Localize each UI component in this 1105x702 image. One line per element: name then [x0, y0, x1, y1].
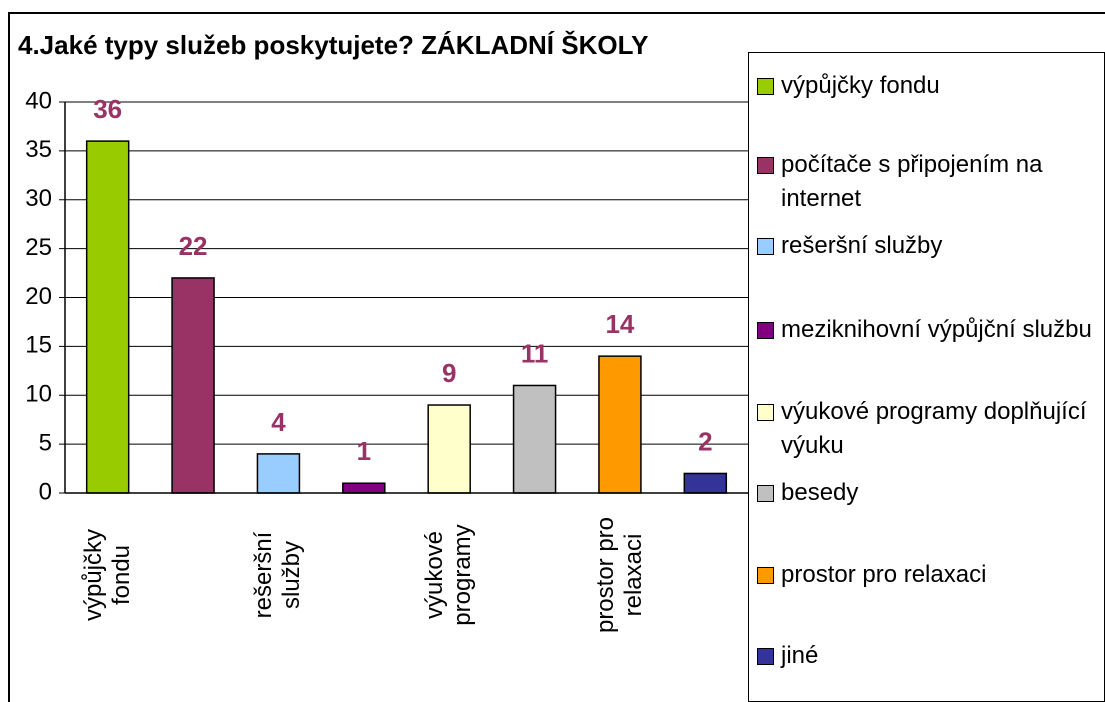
legend-item: výpůjčky fondu: [757, 69, 1097, 103]
y-tick-label: 35: [25, 136, 52, 163]
bar: [171, 277, 215, 494]
legend-label: prostor pro relaxaci: [781, 561, 987, 588]
legend-swatch: [757, 322, 774, 339]
legend-swatch: [757, 648, 774, 665]
y-tick-label: 5: [39, 429, 52, 456]
y-tick-label: 0: [39, 478, 52, 505]
legend-label: rešeršní služby: [781, 232, 943, 259]
legend-label: jiné: [781, 642, 819, 669]
value-label: 9: [442, 358, 456, 388]
x-tick-label: výpůjčky fondu: [79, 528, 135, 622]
x-tick-label: prostor pro relaxaci: [591, 516, 647, 634]
value-label: 14: [605, 309, 634, 339]
legend-swatch: [757, 567, 774, 584]
legend: výpůjčky fondu počítače s připojením na i…: [748, 52, 1105, 702]
chart-title: 4.Jaké typy služeb poskytujete? ZÁKLADNÍ…: [18, 30, 648, 60]
legend-swatch: [757, 78, 774, 95]
legend-swatch: [757, 238, 774, 255]
value-label: 1: [357, 436, 371, 466]
bar: [342, 482, 386, 494]
legend-swatch: [757, 485, 774, 502]
legend-item: počítače s připojením na internet: [757, 148, 1097, 216]
bar: [683, 472, 728, 494]
legend-item: prostor pro relaxaci: [757, 558, 1097, 592]
y-tick-label: 10: [25, 381, 52, 408]
y-tick-label: 30: [25, 185, 52, 212]
legend-label: výukové programy doplňující výuku: [781, 398, 1087, 459]
y-tick-label: 40: [25, 87, 52, 114]
legend-item: rešeršní služby: [757, 229, 1097, 263]
bar: [512, 384, 557, 494]
x-tick-label: rešeršní služby: [250, 531, 306, 619]
legend-label: počítače s připojením na internet: [781, 151, 1043, 212]
bar: [256, 453, 301, 494]
legend-item: besedy: [757, 476, 1097, 510]
value-label: 36: [93, 94, 122, 124]
legend-item: meziknihovní výpůjční službu: [757, 313, 1097, 347]
legend-item: jiné: [757, 639, 1097, 673]
y-tick-label: 15: [25, 332, 52, 359]
value-label: 11: [521, 338, 549, 368]
frame: [8, 12, 1105, 702]
legend-label: výpůjčky fondu: [781, 72, 940, 99]
legend-swatch: [757, 157, 774, 174]
legend-item: výukové programy doplňující výuku: [757, 395, 1097, 463]
value-label: 2: [698, 426, 712, 456]
bar: [85, 140, 130, 494]
y-tick-label: 20: [25, 283, 52, 310]
value-label: 4: [271, 407, 286, 437]
bar: [427, 404, 471, 494]
bar: [598, 355, 642, 494]
legend-swatch: [757, 404, 774, 421]
y-tick-label: 25: [25, 234, 52, 261]
value-label: 22: [179, 231, 208, 261]
legend-label: besedy: [781, 479, 859, 506]
legend-label: meziknihovní výpůjční službu: [781, 316, 1092, 343]
x-tick-label: výukové programy: [421, 524, 477, 626]
